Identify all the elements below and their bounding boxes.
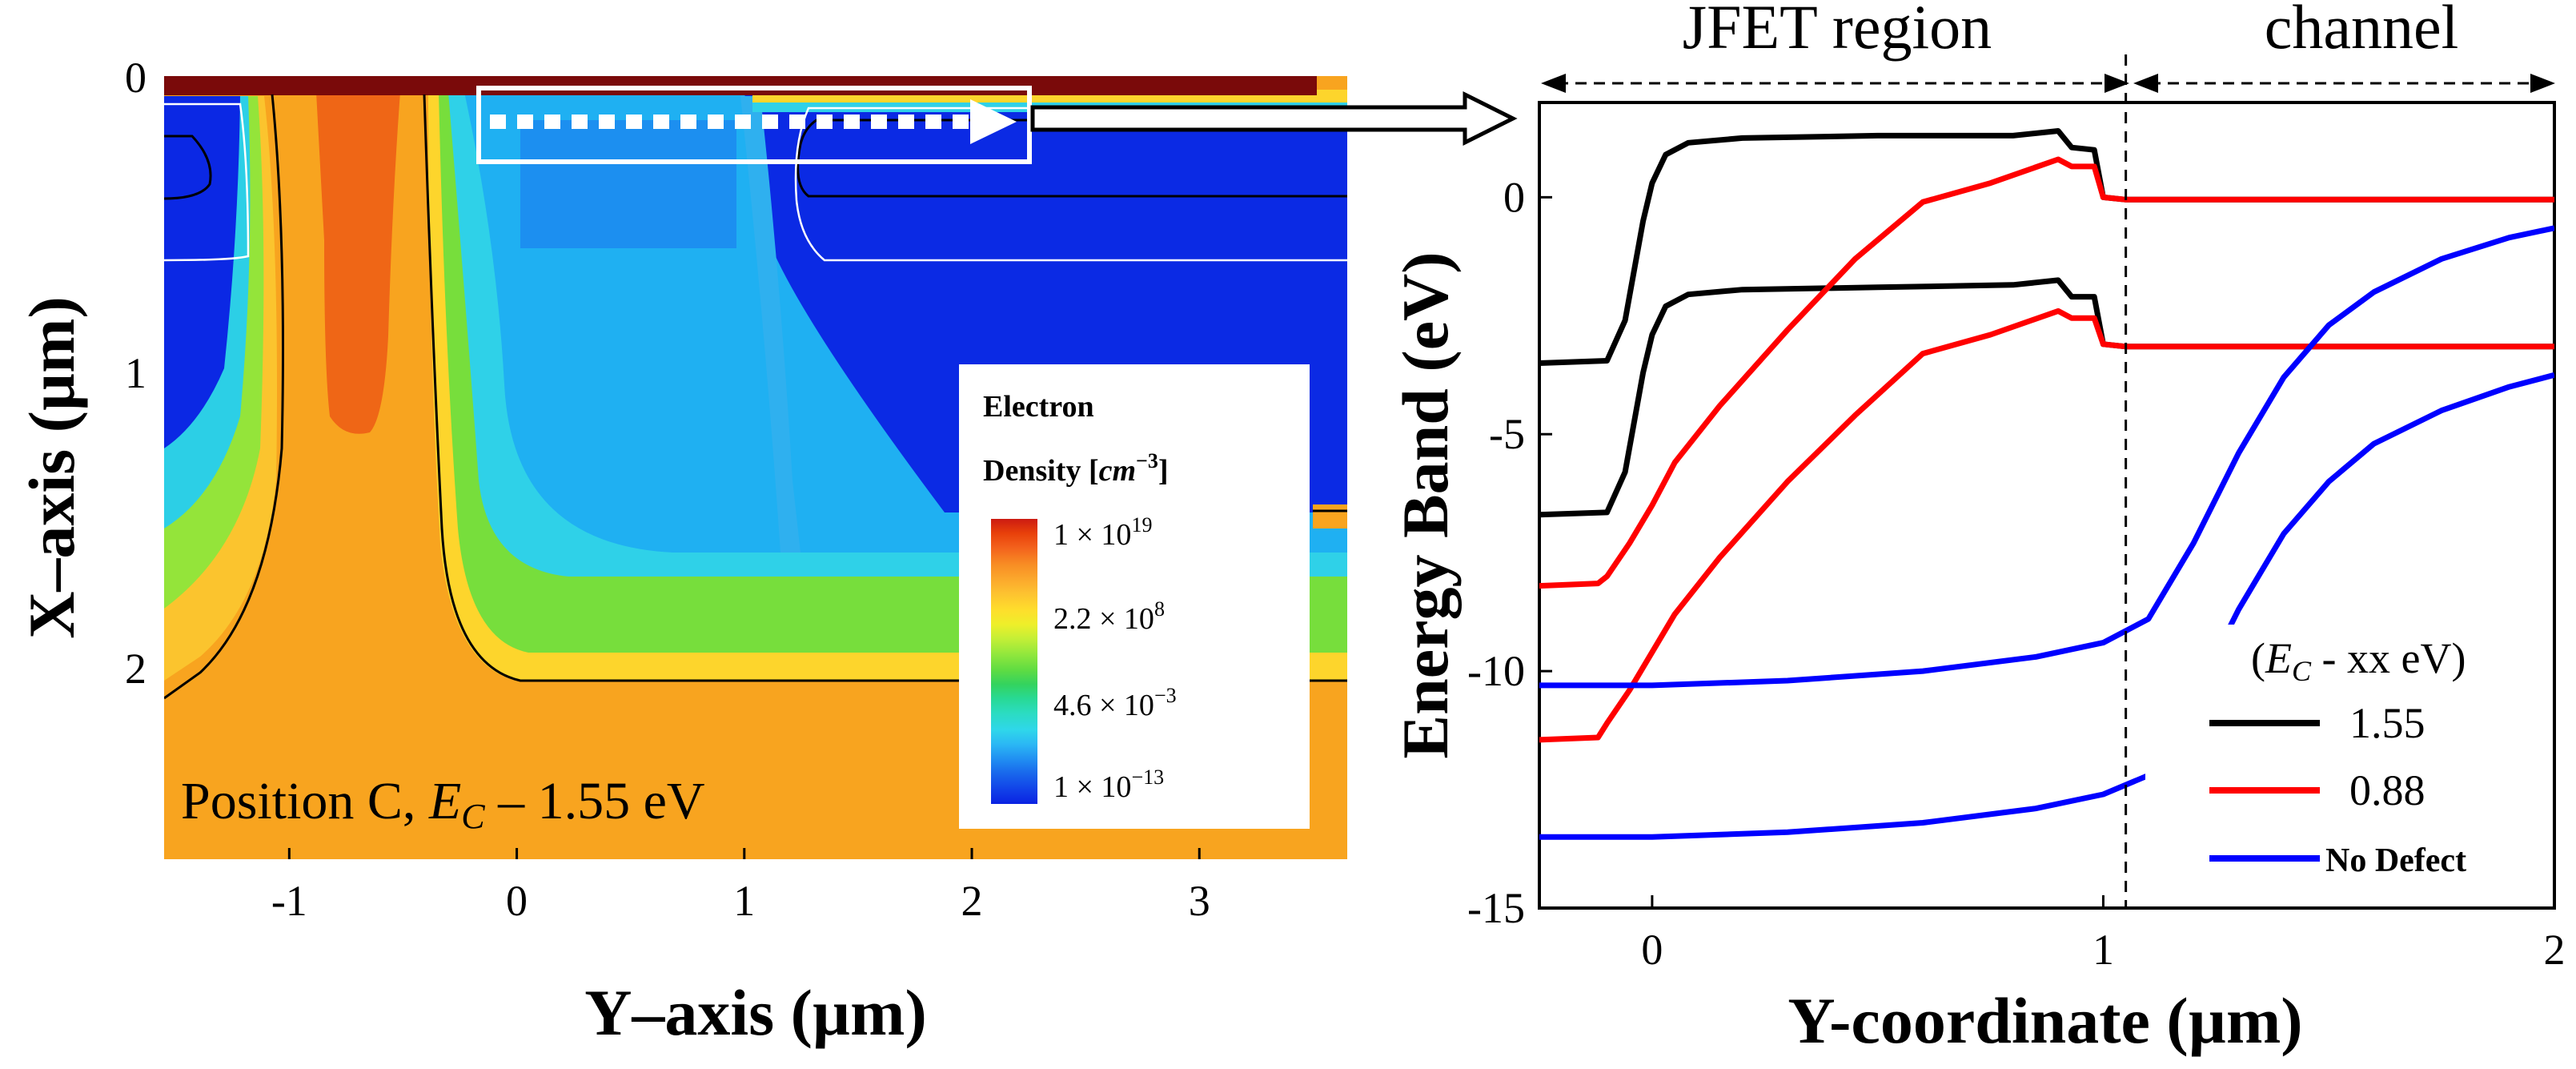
position-annotation: Position C, EC – 1.55 eV: [181, 772, 705, 836]
shadow-block: [520, 120, 736, 248]
legend-title: (EC - xx eV): [2251, 634, 2466, 687]
legend-label-0.88: 0.88: [2349, 766, 2426, 814]
band-axes: 0 1 2 0 -5 -10 -15: [1467, 173, 2565, 974]
center-channel: [316, 92, 400, 434]
band-x-axis-title: Y-coordinate (µm): [1788, 984, 2302, 1057]
colorbar-title-line1: Electron: [983, 390, 1094, 424]
map-y-tick-label: 0: [125, 54, 146, 102]
band-x-tick-label: 2: [2544, 926, 2566, 974]
channel-arrow-left: [2133, 74, 2158, 93]
side-orange-patch: [1313, 504, 1347, 528]
map-x-tick-label: 3: [1189, 877, 1210, 925]
band-lines: [1539, 128, 2554, 840]
map-y-axis-title: X–axis (µm): [15, 296, 88, 639]
band-y-tick-label: -5: [1489, 410, 1525, 458]
map-y-tick-label: 2: [125, 645, 146, 693]
path-arrowhead: [970, 99, 1017, 144]
colorbar-title-line2: Density [cm−3]: [983, 449, 1169, 488]
map-x-tick-label: -1: [271, 877, 307, 925]
band-x-tick-label: 1: [2092, 926, 2114, 974]
contour-right: [423, 94, 1347, 682]
contour-left-pocket: [164, 135, 212, 200]
map-x-tick-label: 0: [506, 877, 528, 925]
colorbar-label-1: 1 × 1019: [1053, 513, 1152, 552]
contour-left: [164, 94, 284, 700]
narrow-strip: [740, 96, 800, 553]
colorbar-label-4: 1 × 10−13: [1053, 766, 1164, 804]
series-line-no-defect-conduction: [1539, 225, 2554, 689]
map-axes: -1 0 1 2 3 0 1 2: [125, 54, 1210, 925]
colorbar-legend: Electron Density [cm−3] 1 × 1019 2.2 × 1…: [959, 364, 1310, 829]
map-y-tick-label: 1: [125, 349, 146, 397]
colorbar-label-3: 4.6 × 10−3: [1053, 684, 1177, 722]
legend-label-no-defect: No Defect: [2325, 842, 2466, 879]
contour-white-left: [164, 102, 250, 262]
region-label-jfet: JFET region: [1683, 0, 1992, 62]
region-label-channel: channel: [2265, 0, 2459, 62]
colorbar-gradient: [991, 519, 1037, 804]
band-y-axis-title: Energy Band (eV): [1389, 251, 1462, 758]
left-region-blue: [164, 96, 240, 448]
map-x-axis-title: Y–axis (µm): [584, 976, 927, 1049]
band-x-tick-label: 0: [1641, 926, 1663, 974]
map-x-tick-label: 2: [961, 877, 983, 925]
colorbar-label-2: 2.2 × 108: [1053, 597, 1165, 636]
band-y-tick-label: -10: [1467, 647, 1525, 695]
connector-arrow: [1030, 90, 1518, 147]
plot-frame: [1538, 101, 2556, 910]
path-box: [476, 86, 1032, 164]
series-line-0.88-conduction: [1539, 156, 2554, 589]
band-y-tick-label: -15: [1467, 884, 1525, 932]
jfet-arrow-left: [1541, 74, 1566, 93]
jfet-arrow-right: [2105, 74, 2129, 93]
band-y-tick-label: 0: [1503, 173, 1525, 221]
channel-arrow-right: [2530, 74, 2555, 93]
legend-label-1.55: 1.55: [2349, 699, 2426, 747]
band-legend: (EC - xx eV) 1.55 0.88 No Defect: [2145, 625, 2552, 905]
contour-right-pocket: [796, 119, 1347, 198]
map-x-tick-label: 1: [733, 877, 755, 925]
series-line-0.88-valence: [1539, 307, 2554, 743]
